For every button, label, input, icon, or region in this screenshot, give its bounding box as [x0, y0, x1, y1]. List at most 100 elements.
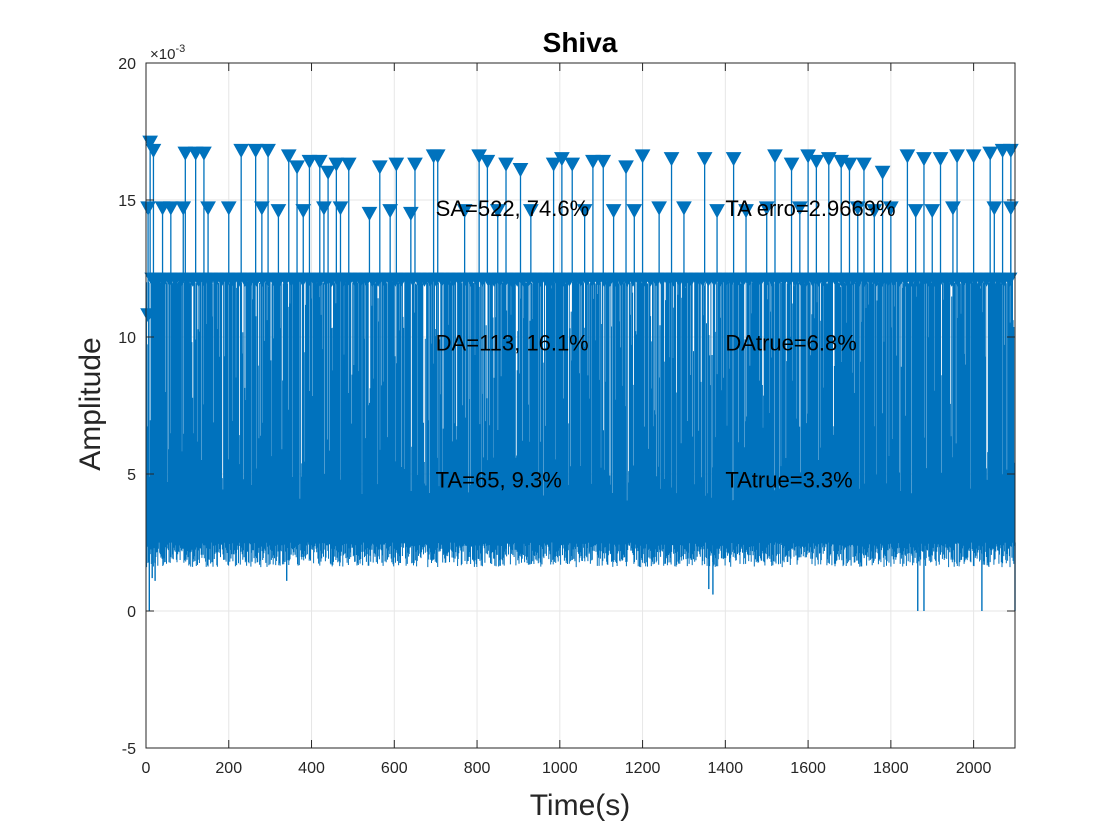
annotations: SA=522, 74.6% TA erro=2.9669% DA=113, 16.1… — [436, 196, 896, 492]
peak-marker — [388, 157, 405, 172]
peak-marker — [874, 165, 891, 180]
peak-marker — [177, 146, 194, 161]
peak-marker — [605, 204, 622, 219]
peak-marker — [247, 143, 264, 159]
peak-marker — [663, 152, 680, 167]
peak-marker — [522, 204, 539, 219]
peak-marker — [916, 152, 932, 167]
chart-title: Shiva — [543, 27, 618, 58]
peak-marker — [986, 201, 1003, 216]
peak-marker — [738, 204, 754, 219]
peak-marker — [709, 204, 725, 219]
peak-marker — [866, 204, 883, 219]
peak-marker — [140, 308, 156, 323]
y-tick-label: 5 — [127, 467, 136, 484]
peak-marker — [820, 152, 837, 167]
peak-marker — [260, 143, 276, 159]
peak-marker — [162, 201, 179, 216]
x-tick-label: 200 — [215, 760, 242, 777]
y-tick-label: 0 — [127, 604, 136, 621]
y-tick-label: -5 — [122, 741, 136, 758]
annotation-text: TA=65, 9.3% — [436, 467, 562, 492]
peak-marker — [856, 157, 872, 172]
peak-marker — [320, 165, 336, 180]
peak-marker — [479, 154, 496, 169]
peak-marker — [618, 160, 634, 175]
annotation-text: TA erro=2.9669% — [725, 196, 895, 221]
peak-marker — [289, 160, 305, 175]
peak-marker — [1003, 143, 1019, 159]
peak-marker — [456, 204, 473, 219]
peak-marker — [545, 157, 562, 172]
peak-marker — [316, 201, 332, 216]
peak-marker — [899, 149, 916, 164]
peak-marker — [311, 154, 328, 169]
peak-marker — [280, 149, 297, 164]
annotation-text: SA=522, 74.6% — [436, 196, 590, 221]
peak-marker — [489, 204, 506, 219]
peak-marker — [328, 157, 345, 172]
peak-marker — [140, 201, 156, 216]
peak-marker — [924, 204, 941, 219]
peak-marker — [965, 149, 982, 164]
peak-marker — [767, 149, 783, 164]
x-tick-label: 1200 — [625, 760, 661, 777]
x-tick-label: 600 — [381, 760, 408, 777]
peak-marker — [725, 152, 742, 167]
peak-marker — [498, 157, 514, 172]
peak-marker — [270, 204, 287, 219]
peak-marker — [576, 204, 593, 219]
peak-marker — [808, 154, 825, 169]
peak-marker — [1001, 272, 1018, 287]
peak-marker — [626, 204, 643, 219]
peak-marker — [982, 146, 999, 161]
peak-marker — [233, 143, 250, 159]
peak-marker — [564, 157, 581, 172]
peak-marker — [585, 154, 601, 169]
x-tick-label: 800 — [464, 760, 491, 777]
peak-marker — [200, 201, 216, 216]
peak-marker — [907, 204, 924, 219]
x-axis-ticks: 0 200 400 600 800 1000 1200 1400 1600 1800 2000 — [142, 63, 992, 777]
peak-marker — [371, 160, 388, 175]
peak-marker — [791, 201, 808, 216]
peak-marker — [949, 149, 965, 164]
peak-marker — [142, 135, 158, 150]
peak-marker — [361, 206, 378, 222]
peak-marker — [332, 201, 349, 216]
signal-series — [145, 142, 1016, 611]
y-tick-label: 15 — [118, 193, 136, 210]
peak-marker — [676, 201, 692, 216]
peak-marker — [301, 154, 318, 169]
x-tick-label: 1400 — [708, 760, 744, 777]
axes-box — [145, 62, 1016, 749]
y-axis-label: Amplitude — [74, 337, 107, 470]
peak-marker — [196, 146, 212, 161]
x-axis-label: Time(s) — [530, 789, 631, 822]
peak-marker-series — [140, 135, 1019, 323]
x-tick-label: 400 — [298, 760, 325, 777]
peak-marker — [382, 204, 398, 219]
peak-marker — [512, 163, 529, 178]
peak-marker — [175, 201, 192, 216]
y-tick-label: 10 — [118, 330, 136, 347]
peak-marker — [340, 157, 357, 172]
y-tick-label: 20 — [118, 56, 136, 73]
peak-marker — [849, 201, 866, 216]
annotation-text: DA=113, 16.1% — [436, 330, 589, 355]
peak-marker — [651, 201, 667, 216]
x-tick-label: 0 — [142, 760, 151, 777]
peak-marker — [783, 157, 800, 172]
peak-marker — [295, 204, 312, 219]
y-axis-exponent: ×10-3 — [150, 43, 185, 63]
peak-marker — [145, 143, 162, 159]
peak-marker — [595, 154, 612, 169]
peak-marker — [429, 149, 446, 164]
x-tick-label: 1000 — [542, 760, 578, 777]
peak-marker — [402, 206, 419, 222]
annotation-text: TAtrue=3.3% — [725, 467, 852, 492]
x-tick-label: 1800 — [873, 760, 909, 777]
peak-marker — [841, 157, 858, 172]
peak-marker — [696, 152, 713, 167]
